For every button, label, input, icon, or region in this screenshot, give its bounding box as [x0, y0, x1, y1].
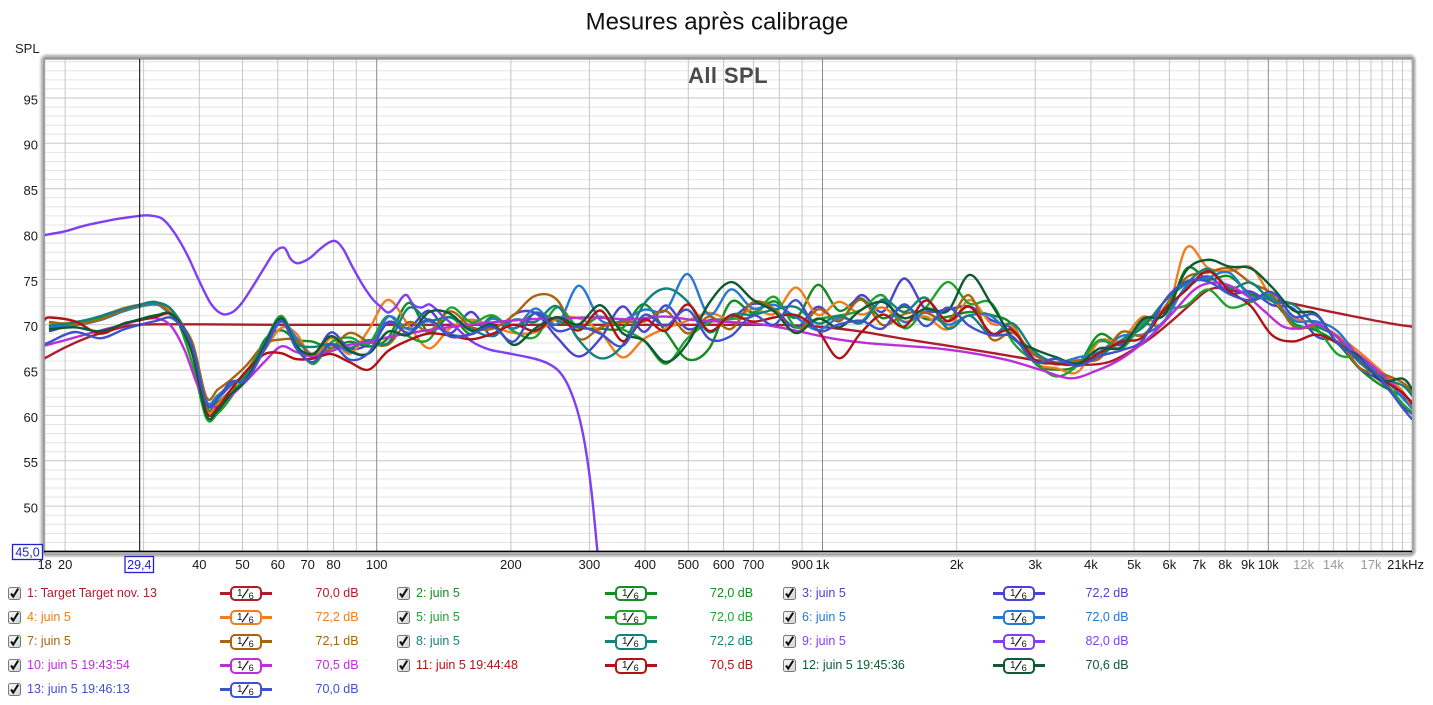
svg-text:5k: 5k	[1127, 557, 1141, 572]
svg-text:6: 6	[249, 639, 254, 647]
svg-text:65: 65	[24, 365, 38, 380]
svg-text:95: 95	[24, 92, 38, 107]
svg-text:55: 55	[24, 455, 38, 470]
svg-text:17k: 17k	[1361, 557, 1382, 572]
svg-text:90: 90	[24, 138, 38, 153]
svg-text:40: 40	[192, 557, 206, 572]
svg-text:8k: 8k	[1218, 557, 1232, 572]
svg-text:14k: 14k	[1323, 557, 1344, 572]
svg-text:1: 1	[237, 612, 243, 623]
svg-text:All SPL: All SPL	[688, 63, 768, 88]
svg-text:80: 80	[24, 229, 38, 244]
svg-text:500: 500	[677, 557, 699, 572]
svg-text:6: 6	[249, 615, 254, 623]
svg-text:60: 60	[24, 410, 38, 425]
svg-text:100: 100	[366, 557, 388, 572]
svg-text:1: 1	[237, 684, 243, 695]
svg-text:300: 300	[579, 557, 601, 572]
svg-text:50: 50	[24, 501, 38, 516]
svg-text:10k: 10k	[1258, 557, 1279, 572]
svg-text:1: 1	[1010, 612, 1016, 623]
svg-text:2k: 2k	[950, 557, 964, 572]
svg-text:70: 70	[300, 557, 314, 572]
svg-text:1: 1	[237, 588, 243, 599]
svg-text:6: 6	[1022, 615, 1027, 623]
svg-text:6: 6	[1022, 591, 1027, 599]
svg-text:6: 6	[1022, 639, 1027, 647]
svg-text:1: 1	[1010, 588, 1016, 599]
svg-text:4k: 4k	[1084, 557, 1098, 572]
svg-text:1: 1	[237, 660, 243, 671]
svg-text:900: 900	[791, 557, 813, 572]
svg-text:1: 1	[1010, 660, 1016, 671]
svg-text:70: 70	[24, 319, 38, 334]
svg-text:SPL: SPL	[15, 41, 40, 56]
svg-text:6: 6	[249, 591, 254, 599]
svg-text:6: 6	[1022, 663, 1027, 671]
svg-text:1: 1	[1010, 636, 1016, 647]
svg-text:6: 6	[634, 639, 639, 647]
svg-text:7k: 7k	[1192, 557, 1206, 572]
svg-text:3k: 3k	[1028, 557, 1042, 572]
svg-text:6: 6	[634, 663, 639, 671]
svg-text:1: 1	[622, 636, 628, 647]
svg-text:9k: 9k	[1241, 557, 1255, 572]
svg-text:1: 1	[622, 660, 628, 671]
svg-text:1: 1	[622, 612, 628, 623]
svg-text:21kHz: 21kHz	[1387, 557, 1424, 572]
svg-text:60: 60	[271, 557, 285, 572]
svg-text:1: 1	[237, 636, 243, 647]
svg-text:20: 20	[58, 557, 72, 572]
svg-text:18: 18	[37, 557, 51, 572]
svg-text:6: 6	[634, 591, 639, 599]
svg-text:75: 75	[24, 274, 38, 289]
svg-text:6: 6	[249, 663, 254, 671]
svg-text:600: 600	[713, 557, 735, 572]
svg-text:6k: 6k	[1163, 557, 1177, 572]
svg-text:400: 400	[634, 557, 656, 572]
svg-text:6: 6	[249, 687, 254, 695]
svg-text:6: 6	[634, 615, 639, 623]
svg-text:50: 50	[235, 557, 249, 572]
svg-text:1: 1	[622, 588, 628, 599]
svg-text:45,0: 45,0	[15, 546, 39, 560]
svg-text:80: 80	[326, 557, 340, 572]
svg-text:700: 700	[743, 557, 765, 572]
svg-text:12k: 12k	[1293, 557, 1314, 572]
svg-text:Mesures après calibrage: Mesures après calibrage	[586, 9, 849, 36]
svg-text:1k: 1k	[816, 557, 830, 572]
svg-text:29,4: 29,4	[127, 558, 151, 572]
svg-text:85: 85	[24, 183, 38, 198]
svg-text:200: 200	[500, 557, 522, 572]
